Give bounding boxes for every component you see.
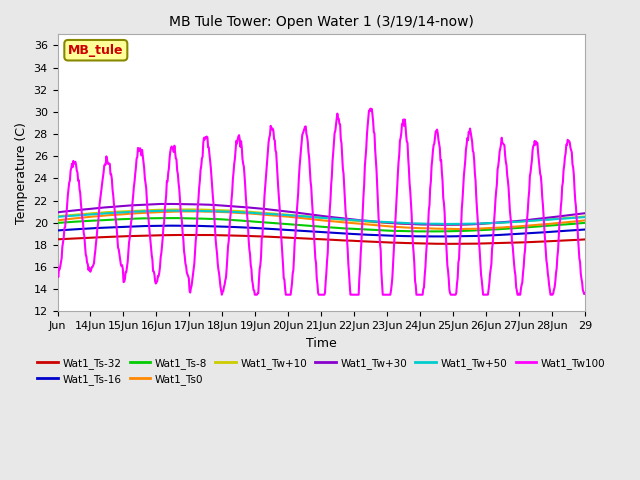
Legend: Wat1_Ts-32, Wat1_Ts-16, Wat1_Ts-8, Wat1_Ts0, Wat1_Tw+10, Wat1_Tw+30, Wat1_Tw+50,: Wat1_Ts-32, Wat1_Ts-16, Wat1_Ts-8, Wat1_… (33, 354, 609, 389)
Title: MB Tule Tower: Open Water 1 (3/19/14-now): MB Tule Tower: Open Water 1 (3/19/14-now… (169, 15, 474, 29)
Y-axis label: Temperature (C): Temperature (C) (15, 122, 28, 224)
X-axis label: Time: Time (306, 336, 337, 349)
Text: MB_tule: MB_tule (68, 44, 124, 57)
